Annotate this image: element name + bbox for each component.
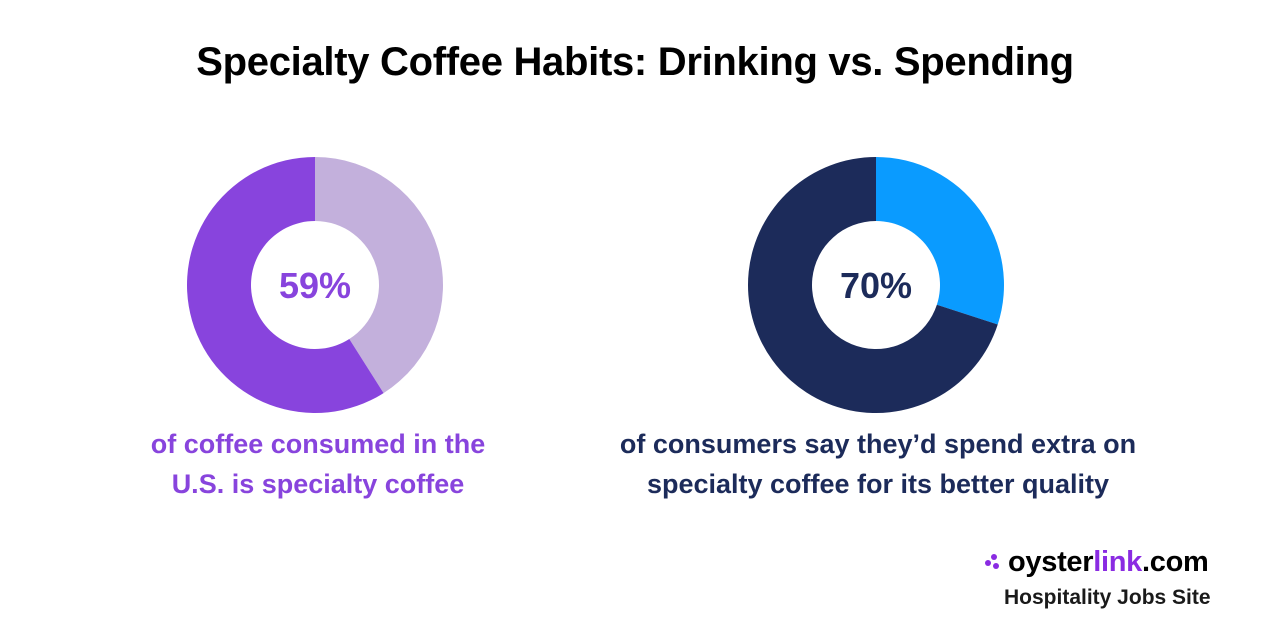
donut-chart-specialty-share: 59% — [186, 157, 443, 413]
brand-tagline: Hospitality Jobs Site — [1004, 586, 1211, 609]
brand-logo: oyster link .com — [982, 544, 1242, 580]
caption-line: specialty coffee for its better quality — [646, 469, 1110, 499]
brand-name-prefix: oyster — [1008, 545, 1094, 578]
chart-title: Specialty Coffee Habits: Drinking vs. Sp… — [196, 40, 1074, 84]
brand-block: oyster link .com Hospitality Jobs Site — [982, 544, 1242, 610]
donut-slice-specialty-coffee — [186, 157, 384, 413]
caption-spend-extra: of consumers say they’d spend extra on s… — [578, 424, 1178, 504]
donut-center-label: 59% — [279, 265, 351, 306]
donut-center-label: 70% — [840, 265, 912, 306]
caption-line: U.S. is specialty coffee — [171, 469, 465, 499]
donut-slice-other-coffee — [315, 157, 443, 394]
brand-name-highlight: link — [1093, 545, 1143, 578]
donut-slice-would-not — [876, 157, 1004, 325]
oyster-dots-icon — [985, 554, 999, 569]
donut-chart-spend-extra: 70% — [748, 157, 1004, 413]
donut-slice-would-spend-extra — [748, 157, 998, 413]
caption-line: of coffee consumed in the — [150, 429, 486, 459]
brand-name-suffix: .com — [1142, 545, 1209, 578]
caption-specialty-share: of coffee consumed in the U.S. is specia… — [118, 424, 518, 504]
caption-line: of consumers say they’d spend extra on — [619, 429, 1137, 459]
